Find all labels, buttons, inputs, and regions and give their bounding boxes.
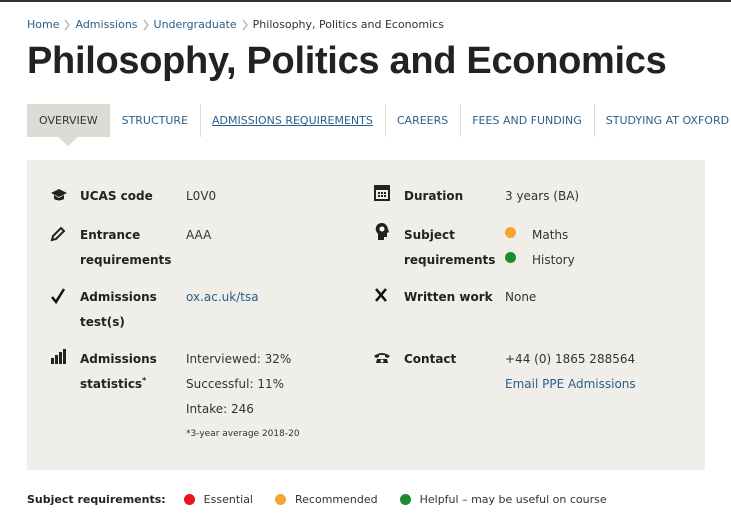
subject-dot: [505, 227, 516, 238]
tab-separator: [460, 104, 462, 137]
icon-calendar: [374, 185, 390, 201]
icon-tick: [51, 288, 66, 305]
fact-label: Admissions test(s): [80, 290, 157, 329]
tab-pointer: [58, 137, 79, 146]
legend-label: Essential: [203, 493, 253, 506]
fact-link[interactable]: ox.ac.uk/tsa: [186, 290, 259, 304]
fact-label: Subject requirements: [404, 228, 496, 267]
tab-separator: [384, 104, 386, 137]
fact-value: None: [505, 290, 537, 304]
breadcrumb-separator: [142, 19, 149, 31]
footnote: *3-year average 2018-20: [186, 429, 300, 439]
icon-cross: [375, 288, 387, 302]
fact-value: AAA: [186, 228, 212, 242]
tab-separator: [200, 104, 202, 137]
fact-label: UCAS code: [80, 189, 153, 203]
breadcrumb-item[interactable]: Home: [27, 18, 60, 31]
tab[interactable]: OVERVIEW: [27, 104, 110, 137]
fact-value: 3 years (BA): [505, 189, 580, 203]
fact-label: Duration: [404, 189, 464, 203]
tab[interactable]: FEES AND FUNDING: [472, 114, 582, 127]
breadcrumb-separator: [64, 19, 71, 31]
legend-dot: [183, 494, 195, 505]
icon-bars: [51, 349, 66, 364]
subject-dot: [505, 252, 516, 263]
fact-label: Contact: [404, 352, 457, 366]
icon-head: [375, 223, 389, 240]
fact-value: +44 (0) 1865 288564: [505, 352, 636, 366]
icon-phone: [374, 353, 390, 363]
fact-label: Admissions statistics*: [80, 347, 176, 397]
subject-name: History: [532, 253, 575, 267]
icon-cap: [51, 189, 67, 201]
legend-title: Subject requirements:: [27, 493, 166, 506]
fact-label: Entrance requirements: [80, 228, 172, 267]
legend-dot: [399, 494, 411, 505]
fact-link[interactable]: Email PPE Admissions: [505, 377, 636, 391]
tab[interactable]: CAREERS: [396, 114, 449, 127]
breadcrumb-item[interactable]: Undergraduate: [153, 18, 237, 31]
breadcrumb-item: Philosophy, Politics and Economics: [252, 18, 444, 31]
breadcrumb-item[interactable]: Admissions: [75, 18, 138, 31]
legend-label: Recommended: [295, 493, 378, 506]
stat-value: Intake: 246: [186, 402, 254, 416]
icon-pencil: [50, 226, 66, 242]
label-text: Admissions statistics: [80, 352, 157, 391]
tab[interactable]: STUDYING AT OXFORD: [605, 114, 730, 127]
legend-label: Helpful – may be useful on course: [419, 493, 607, 506]
stat-value: Interviewed: 32%: [186, 352, 292, 366]
tab[interactable]: ADMISSIONS REQUIREMENTS: [212, 114, 373, 127]
tab-separator: [593, 104, 595, 137]
page-title: Philosophy, Politics and Economics: [27, 40, 667, 82]
breadcrumb-separator: [242, 19, 248, 31]
fact-label: Written work: [404, 290, 493, 304]
legend-dot: [275, 494, 286, 505]
footnote-marker: *: [142, 376, 147, 385]
facts-panel: [27, 160, 705, 470]
subject-name: Maths: [532, 228, 569, 242]
top-strip: [0, 0, 731, 2]
stat-value: Successful: 11%: [186, 377, 284, 391]
stats-list: Interviewed: 32% Successful: 11% Intake: 2…: [186, 347, 291, 422]
tab[interactable]: STRUCTURE: [121, 114, 189, 127]
fact-value: L0V0: [186, 189, 217, 203]
